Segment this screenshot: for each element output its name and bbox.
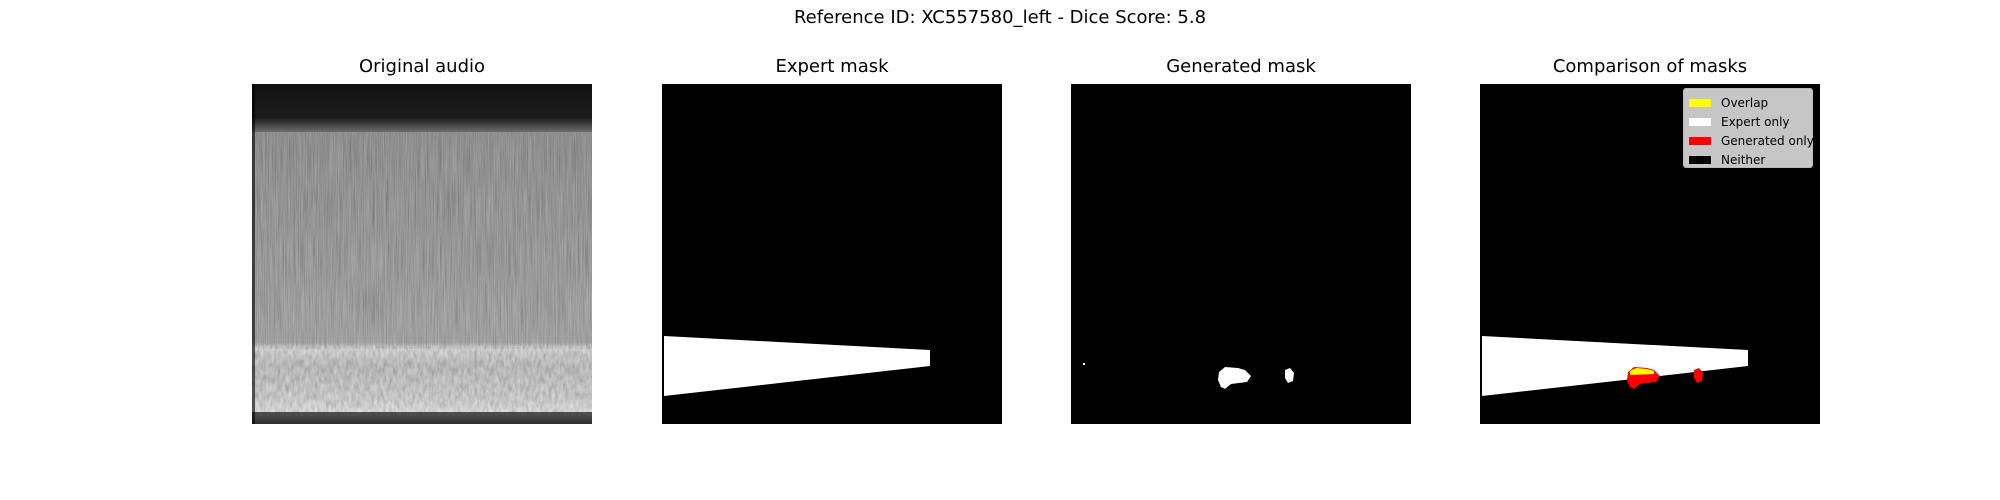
legend-label-expert-only: Expert only — [1721, 114, 1790, 129]
legend-item-overlap: Overlap — [1689, 93, 1807, 112]
panel-generated-mask: Generated mask — [1071, 56, 1411, 444]
legend-item-generated-only: Generated only — [1689, 131, 1814, 150]
comparison-expert-only-region — [1482, 336, 1748, 396]
figure-title: Reference ID: XC557580_left - Dice Score… — [793, 7, 1207, 28]
legend-item-neither: Neither — [1689, 150, 1807, 169]
generated-mask-image — [1071, 84, 1411, 424]
legend-label-neither: Neither — [1721, 152, 1766, 167]
spectrogram-image — [252, 84, 592, 424]
expert-mask-image — [662, 84, 1002, 424]
panel-title-original-audio: Original audio — [358, 56, 486, 77]
legend-item-expert-only: Expert only — [1689, 112, 1807, 131]
comparison-generated-only-blob-small — [1694, 368, 1703, 383]
generated-mask-blob-small — [1285, 368, 1294, 383]
comparison-overlap-region — [1630, 368, 1654, 375]
panel-title-generated-mask: Generated mask — [1166, 56, 1316, 77]
legend: Overlap Expert only Generated only Neith… — [1683, 88, 1814, 169]
panel-title-expert-mask: Expert mask — [775, 56, 889, 77]
expert-mask-region — [664, 336, 930, 396]
legend-label-overlap: Overlap — [1721, 95, 1769, 110]
generated-mask-blob-large — [1218, 367, 1251, 389]
legend-swatch-generated-only — [1689, 136, 1711, 145]
panel-original-audio: Original audio — [252, 56, 592, 444]
panel-expert-mask: Expert mask — [662, 56, 1002, 444]
legend-swatch-overlap — [1689, 98, 1711, 107]
legend-swatch-neither — [1689, 155, 1711, 164]
legend-swatch-expert-only — [1689, 117, 1711, 126]
panel-title-comparison: Comparison of masks — [1552, 56, 1748, 77]
panel-comparison: Comparison of masks Overlap Expert only … — [1480, 56, 1820, 444]
legend-label-generated-only: Generated only — [1721, 133, 1814, 148]
